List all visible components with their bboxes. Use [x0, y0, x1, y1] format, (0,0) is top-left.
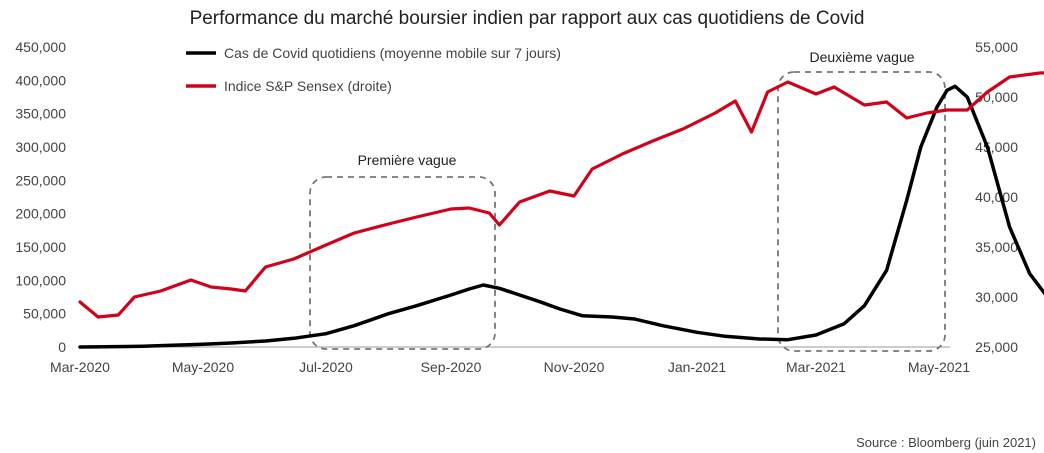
second-wave-label: Deuxième vague — [809, 49, 914, 65]
x-axis-ticks: Mar-2020 May-2020 Jul-2020 Sep-2020 Nov-2020… — [50, 359, 970, 375]
left-tick-label: 350,000 — [15, 106, 66, 122]
legend-label-covid: Cas de Covid quotidiens (moyenne mobile … — [224, 45, 561, 61]
legend-label-sensex: Indice S&P Sensex (droite) — [224, 78, 392, 94]
left-axis-ticks: 0 50,000 100,000 150,000 200,000 250,000 300,0… — [15, 39, 66, 355]
x-tick-label: Sep-2020 — [421, 359, 482, 375]
covid-cases-line — [78, 84, 1044, 349]
first-wave-box — [309, 176, 496, 350]
left-tick-label: 250,000 — [15, 172, 66, 188]
chart-title: Performance du marché boursier indien pa… — [190, 8, 865, 29]
second-wave-box — [777, 71, 946, 352]
x-tick-label: Jan-2021 — [668, 359, 727, 375]
series-lines — [78, 71, 1044, 349]
left-tick-label: 450,000 — [15, 39, 66, 55]
second-wave-annotation: Deuxième vague — [777, 49, 946, 352]
left-tick-label: 200,000 — [15, 206, 66, 222]
x-tick-label: Nov-2020 — [544, 359, 605, 375]
x-tick-label: Jul-2020 — [299, 359, 353, 375]
right-tick-label: 35,000 — [975, 239, 1018, 255]
legend: Cas de Covid quotidiens (moyenne mobile … — [186, 45, 561, 94]
right-tick-label: 25,000 — [975, 339, 1018, 355]
x-tick-label: May-2020 — [172, 359, 234, 375]
left-tick-label: 0 — [58, 339, 66, 355]
right-tick-label: 40,000 — [975, 189, 1018, 205]
first-wave-label: Première vague — [358, 152, 457, 168]
left-tick-label: 50,000 — [23, 306, 66, 322]
left-tick-label: 150,000 — [15, 239, 66, 255]
left-tick-label: 400,000 — [15, 72, 66, 88]
source-note: Source : Bloomberg (juin 2021) — [856, 435, 1036, 450]
x-tick-label: Mar-2021 — [786, 359, 846, 375]
x-tick-label: May-2021 — [908, 359, 970, 375]
sensex-index-line — [78, 71, 1044, 319]
x-tick-label: Mar-2020 — [50, 359, 110, 375]
left-tick-label: 300,000 — [15, 139, 66, 155]
first-wave-annotation: Première vague — [309, 152, 496, 350]
right-tick-label: 55,000 — [975, 39, 1018, 55]
right-tick-label: 30,000 — [975, 289, 1018, 305]
left-tick-label: 100,000 — [15, 272, 66, 288]
right-tick-label: 45,000 — [975, 139, 1018, 155]
